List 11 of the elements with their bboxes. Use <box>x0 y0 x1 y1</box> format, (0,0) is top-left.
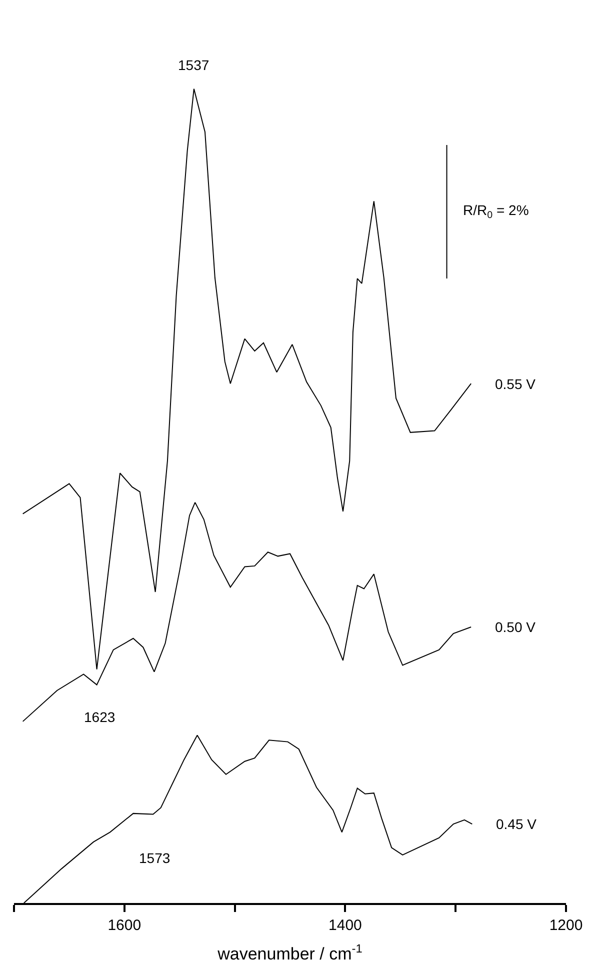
series-label: 0.45 V <box>496 816 538 832</box>
annotation: 1573 <box>139 850 170 866</box>
annotation: 1537 <box>178 57 210 73</box>
x-axis-title: wavenumber / cm$^{-1}$ <box>216 942 363 964</box>
x-tick-label: 1200 <box>549 916 583 934</box>
annotation: 1623 <box>84 709 116 725</box>
x-tick-label: 1600 <box>108 916 142 934</box>
x-tick-label: 1400 <box>328 916 362 934</box>
series-label: 0.55 V <box>495 376 536 392</box>
annotation: R/R$_{0}$ = 2% <box>463 202 529 221</box>
series-label: 0.50 V <box>495 619 536 635</box>
